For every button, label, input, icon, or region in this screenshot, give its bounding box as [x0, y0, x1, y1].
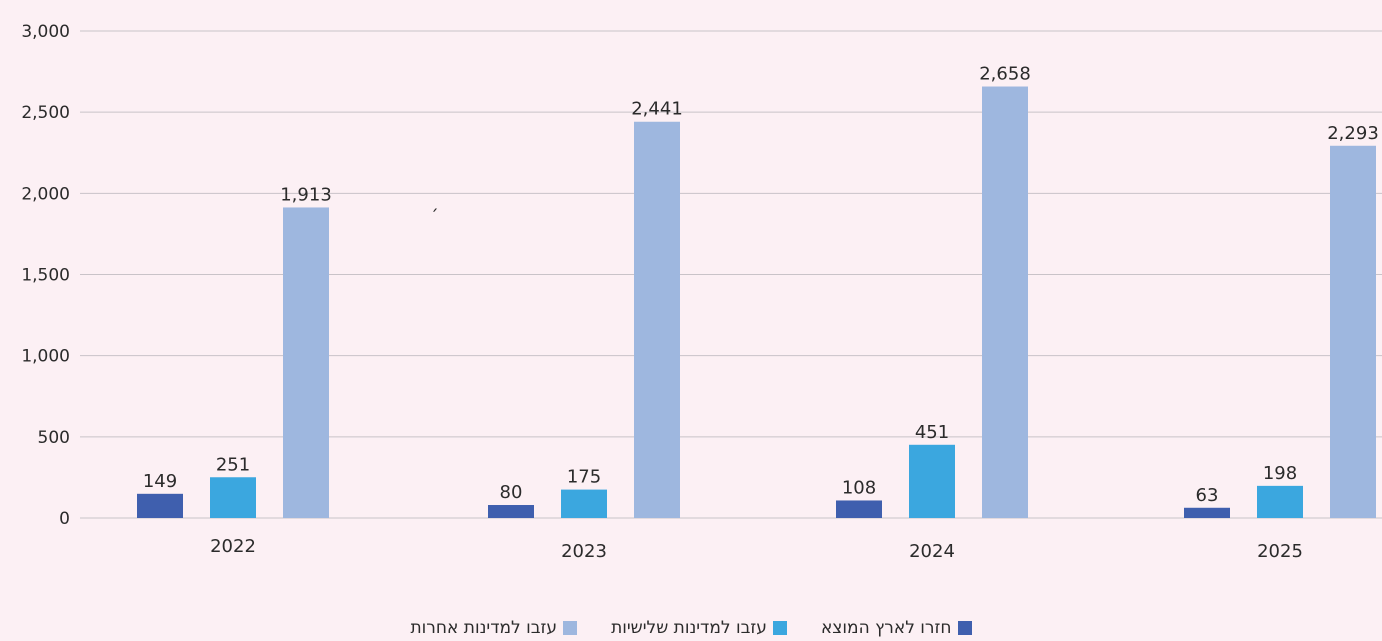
bar [1184, 507, 1230, 518]
bar-chart-svg: 0 500 1,000 1,500 2,000 2,500 3,000 149 251 1,91… [21, 22, 1382, 562]
bar-value-label: 251 [216, 454, 250, 475]
bar-value-label: 108 [842, 477, 876, 498]
bar [1330, 145, 1376, 519]
annotation-mark: ׳ [431, 203, 438, 223]
bar-value-label: 2,658 [979, 64, 1031, 85]
bars [137, 86, 1376, 519]
x-category-label: 2025 [1257, 541, 1303, 562]
x-category-label: 2022 [210, 536, 256, 557]
legend-swatch-third-countries [772, 621, 787, 635]
bar [836, 500, 882, 518]
bar-value-label: 451 [915, 422, 949, 443]
y-tick-label: 2,500 [21, 103, 70, 123]
bar [634, 121, 680, 519]
bar-value-label: 1,913 [280, 184, 332, 205]
gridlines [80, 30, 1382, 519]
y-tick-label: 0 [59, 509, 70, 529]
bar-value-label: 2,293 [1327, 123, 1379, 144]
bar-value-label: 2,441 [631, 99, 683, 120]
legend-label-returned-origin: חזרו לארץ המוצא [820, 618, 952, 638]
legend-item-returned-origin: חזרו לארץ המוצא [821, 618, 972, 638]
bar [982, 86, 1028, 518]
bar [1257, 485, 1303, 518]
legend: חזרו לארץ המוצא עזבו למדינות שלישיות עזב… [0, 616, 1382, 640]
bar-value-label: 63 [1196, 485, 1219, 506]
bar [909, 444, 955, 518]
bar [561, 489, 607, 518]
x-category-label: 2024 [909, 541, 955, 562]
y-tick-label: 1,500 [21, 266, 70, 286]
y-axis-ticks: 0 500 1,000 1,500 2,000 2,500 3,000 [21, 22, 70, 529]
y-tick-label: 1,000 [21, 347, 70, 367]
legend-label-third-countries: עזבו למדינות שלישיות [611, 618, 767, 638]
y-tick-label: 500 [38, 428, 70, 448]
legend-item-other-countries: עזבו למדינות אחרות [411, 618, 578, 638]
bar-value-label: 80 [500, 482, 523, 503]
x-axis-categories: 2022 2023 2024 2025 [210, 536, 1303, 562]
legend-swatch-returned-origin [957, 621, 972, 635]
data-labels: 149 251 1,913 80 175 2,441 108 451 2,658 63 198 2,2… [143, 64, 1379, 506]
bar [283, 207, 329, 518]
legend-swatch-other-countries [563, 621, 578, 635]
bar [488, 505, 534, 518]
bar [137, 493, 183, 518]
y-tick-label: 2,000 [21, 184, 70, 204]
bar-value-label: 175 [567, 467, 601, 488]
x-category-label: 2023 [561, 541, 607, 562]
legend-label-other-countries: עזבו למדינות אחרות [410, 618, 558, 638]
bar-value-label: 198 [1263, 463, 1297, 484]
legend-item-third-countries: עזבו למדינות שלישיות [611, 618, 787, 638]
bar [210, 477, 256, 518]
bar-value-label: 149 [143, 471, 177, 492]
y-tick-label: 3,000 [21, 22, 70, 42]
